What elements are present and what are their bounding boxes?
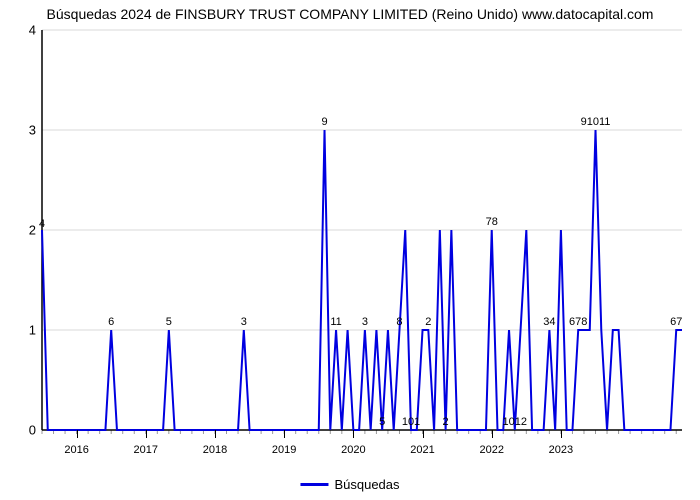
data-label: 11 — [330, 316, 341, 328]
plot-area: 0123420162017201820192020202120222023465… — [42, 30, 682, 430]
data-label: 2 — [443, 416, 449, 428]
data-label: 8 — [396, 316, 402, 328]
data-label: 78 — [486, 216, 498, 228]
y-tick-label: 1 — [29, 323, 42, 338]
legend-line — [300, 483, 328, 486]
data-label: 91011 — [581, 116, 611, 128]
x-year-label: 2017 — [134, 430, 158, 456]
y-tick-label: 3 — [29, 123, 42, 138]
data-label: 6 — [108, 316, 114, 328]
data-label: 2 — [425, 316, 431, 328]
legend: Búsquedas — [300, 477, 399, 492]
y-tick-label: 0 — [29, 423, 42, 438]
data-label: 3 — [241, 316, 247, 328]
data-label: 3 — [362, 316, 368, 328]
legend-label: Búsquedas — [334, 477, 399, 492]
data-label: 67 — [670, 316, 682, 328]
data-label: 1012 — [503, 416, 527, 428]
x-year-label: 2021 — [410, 430, 434, 456]
chart-title: Búsquedas 2024 de FINSBURY TRUST COMPANY… — [0, 6, 700, 22]
x-year-label: 2018 — [203, 430, 227, 456]
x-year-label: 2023 — [549, 430, 573, 456]
data-label: 34 — [543, 316, 555, 328]
x-year-label: 2016 — [64, 430, 88, 456]
data-label: 5 — [166, 316, 172, 328]
data-label: 9 — [321, 116, 327, 128]
data-label: 101 — [402, 416, 420, 428]
y-tick-label: 4 — [29, 23, 42, 38]
data-label: 4 — [39, 218, 45, 230]
data-label: 678 — [569, 316, 587, 328]
x-year-label: 2019 — [272, 430, 296, 456]
data-label: 5 — [379, 416, 385, 428]
chart-svg — [42, 30, 682, 430]
x-year-label: 2020 — [341, 430, 365, 456]
x-year-label: 2022 — [479, 430, 503, 456]
